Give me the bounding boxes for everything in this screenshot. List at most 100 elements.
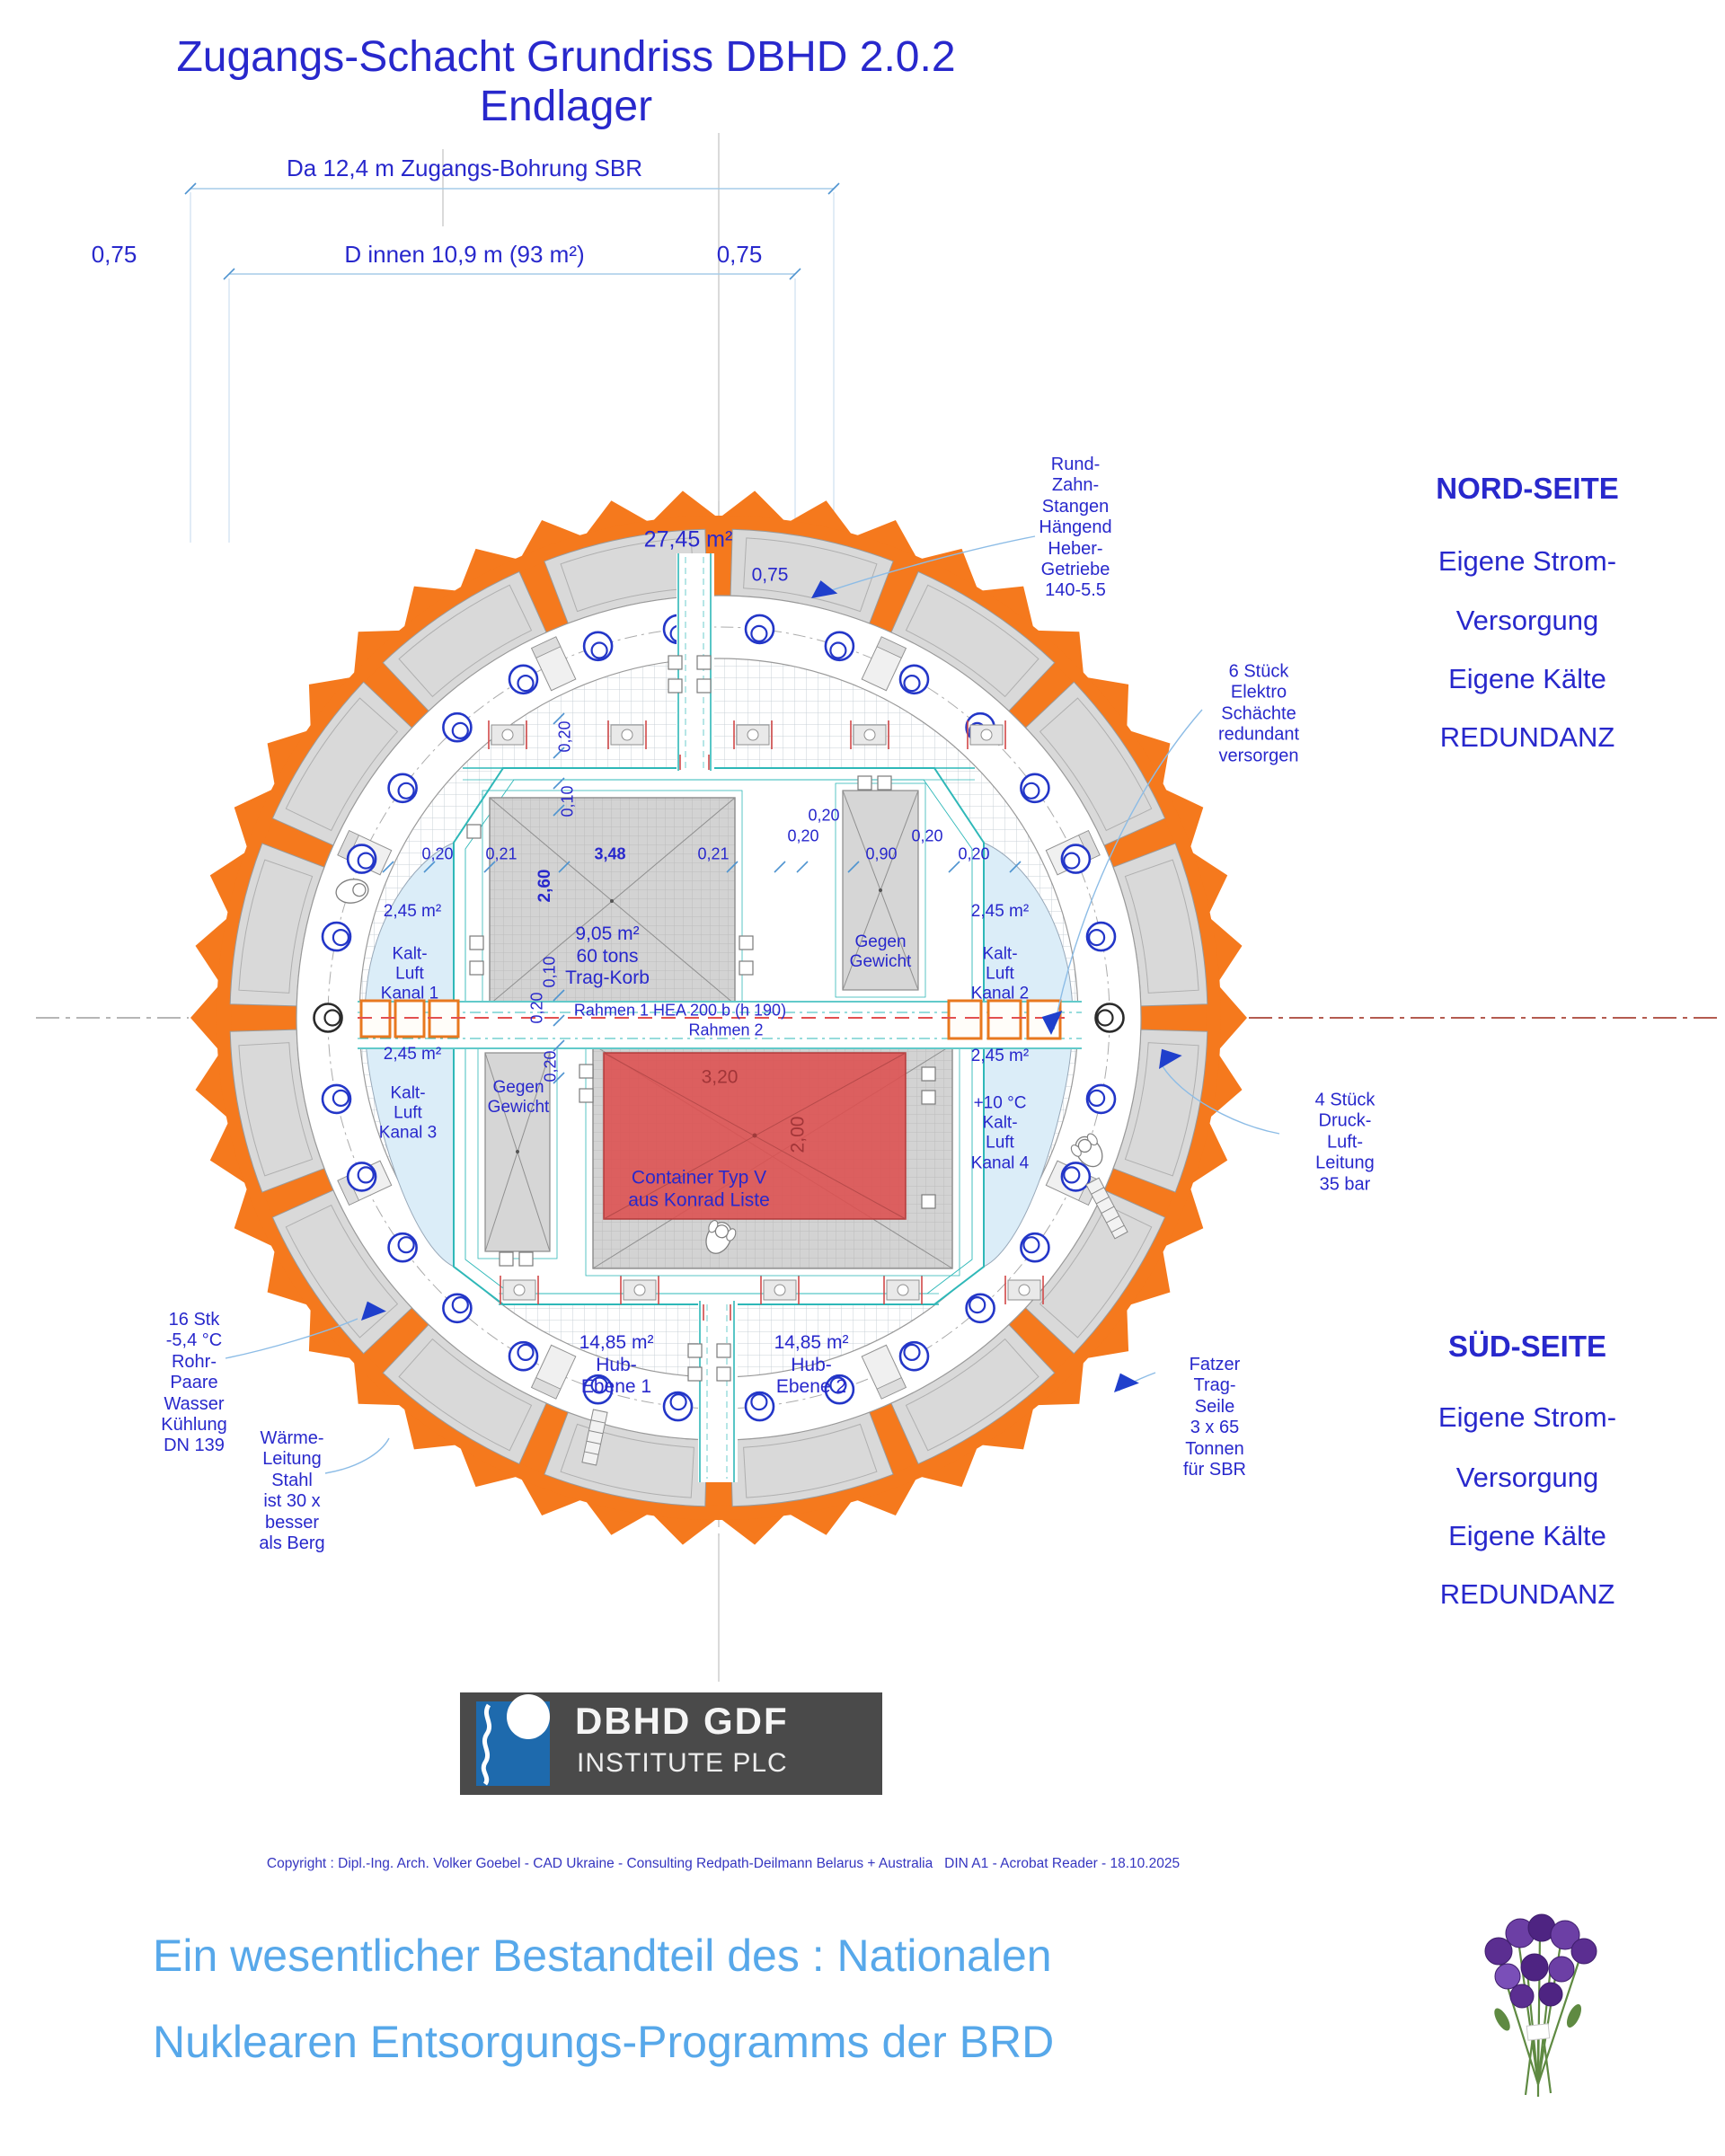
- dimension-ticks: [184, 182, 1022, 1084]
- ladder-icon: [581, 1409, 608, 1466]
- machinery-boxes: [477, 782, 960, 1277]
- dim-label: 0,20: [555, 720, 574, 753]
- floor-fixture: [733, 720, 773, 749]
- south-side-heading: SÜD-SEITE: [1447, 1330, 1607, 1363]
- logo-name: DBHD GDF: [575, 1700, 789, 1742]
- tragkorb: 9,05 m² 60 tons Trag-Korb: [565, 923, 650, 989]
- bracket-square: [668, 678, 683, 694]
- segment-lining-ring: [229, 528, 1208, 1507]
- dim-label: 0,21: [485, 844, 518, 863]
- bracket-square: [518, 1251, 534, 1267]
- bracket-square: [579, 1088, 594, 1103]
- bracket-square: [579, 1064, 594, 1079]
- dim-label: 0,20: [808, 806, 840, 825]
- footer-line-2: Nuklearen Entsorgungs-Programms der BRD: [153, 2017, 1055, 2067]
- dim-label: 0,20: [787, 826, 819, 845]
- kanal2-area: 2,45 m²: [970, 901, 1030, 921]
- ann-elektro: 6 Stück Elektro Schächte redundant verso…: [1217, 661, 1300, 766]
- north-side-heading: NORD-SEITE: [1436, 472, 1619, 505]
- south-line: Eigene Strom-: [1438, 1401, 1617, 1433]
- bracket-square: [499, 1251, 514, 1267]
- kaltluft-duct: [986, 999, 1022, 1040]
- floor-fixture: [607, 720, 647, 749]
- kanal4-area: 2,45 m²: [970, 1046, 1030, 1065]
- floor-fixture: [500, 1276, 539, 1304]
- north-line: Versorgung: [1455, 605, 1599, 636]
- south-line: Eigene Kälte: [1448, 1520, 1606, 1551]
- bracket-square: [857, 775, 872, 791]
- annotation-leaders: [225, 535, 1280, 1474]
- floor-fixture: [850, 720, 889, 749]
- bracket-square: [466, 824, 482, 839]
- dim-3-20: 3,20: [701, 1066, 739, 1088]
- area-27-45: 27,45 m²: [643, 526, 733, 552]
- dim-da-label: Da 12,4 m Zugangs-Bohrung SBR: [287, 155, 642, 181]
- bracket-square: [739, 960, 754, 976]
- floor-fixture: [488, 720, 527, 749]
- ring-fixture: [530, 1344, 577, 1400]
- dim-075-left: 0,75: [91, 241, 137, 268]
- bracket-square: [469, 960, 484, 976]
- ring-fixture: [861, 636, 907, 692]
- bracket-square: [921, 1066, 936, 1082]
- dim-label: 0,20: [541, 1050, 560, 1082]
- floor-fixture: [1004, 1276, 1044, 1304]
- ladder-icon: [1085, 1177, 1128, 1240]
- dim-label: 0,21: [697, 844, 730, 863]
- kanal3: Kalt- Luft Kanal 3: [378, 1083, 438, 1144]
- ann-druckluft: 4 Stück Druck- Luft- Leitung 35 bar: [1314, 1090, 1376, 1195]
- person-icon: [352, 882, 367, 897]
- ann-rundzahn: Rund- Zahn- Stangen Hängend Heber- Getri…: [1039, 455, 1112, 601]
- dim-label: 2,60: [535, 869, 554, 903]
- bracket-square: [687, 1343, 703, 1358]
- south-line: REDUNDANZ: [1439, 1578, 1615, 1610]
- north-line: Eigene Kälte: [1448, 663, 1606, 694]
- floor-fixtures: [488, 720, 1044, 1304]
- dim-label: 3,48: [594, 844, 626, 863]
- north-line: REDUNDANZ: [1439, 721, 1615, 753]
- ann-waermeleitung: Wärme- Leitung Stahl ist 30 x besser als…: [259, 1427, 325, 1553]
- dim-label: 0,20: [958, 844, 990, 863]
- south-line: Versorgung: [1455, 1462, 1599, 1493]
- floor-fixture: [760, 1276, 800, 1304]
- people-and-ladders: [335, 879, 1128, 1466]
- bracket-square: [668, 655, 683, 670]
- ann-rohrpaare: 16 Stk -5,4 °C Rohr- Paare Wasser Kühlun…: [161, 1310, 227, 1456]
- dim-label: 0,20: [911, 826, 943, 845]
- floor-fixture: [967, 720, 1006, 749]
- dim-label: 0,20: [527, 992, 546, 1024]
- dim-label: 0,90: [865, 844, 898, 863]
- dim-ring-075: 0,75: [751, 564, 789, 586]
- floor-fixture: [883, 1276, 923, 1304]
- logo-wave-icon: [481, 1703, 492, 1786]
- gegengewicht-left: Gegen Gewicht: [487, 1077, 550, 1117]
- kanal3-area: 2,45 m²: [383, 1044, 442, 1064]
- bottom-corridor: [698, 1301, 738, 1482]
- person-icon: [1077, 1138, 1092, 1153]
- rahmen-band: [358, 999, 1082, 1049]
- hub-ebene-2: 14,85 m² Hub- Ebene 2: [774, 1332, 849, 1398]
- logo-subtitle: INSTITUTE PLC: [577, 1748, 788, 1778]
- hub-ebene-1: 14,85 m² Hub- Ebene 1: [579, 1332, 654, 1398]
- bracket-square: [687, 1366, 703, 1382]
- bracket-square: [696, 678, 712, 694]
- dim-label: 0,10: [540, 956, 559, 988]
- dim-075-right: 0,75: [716, 241, 763, 268]
- bracket-square: [921, 1194, 936, 1209]
- bracket-square: [739, 935, 754, 950]
- corner-brackets: [466, 655, 936, 1382]
- ring-fixture: [861, 1344, 907, 1400]
- bracket-square: [716, 1343, 731, 1358]
- kanal1: Kalt- Luft Kanal 1: [380, 944, 439, 1004]
- rahmen2: Rahmen 2: [688, 1021, 764, 1039]
- dim-label: 0,20: [421, 844, 454, 863]
- rahmen1: Rahmen 1 HEA 200 b (h 190): [573, 1001, 787, 1020]
- gegengewicht-right: Gegen Gewicht: [849, 932, 912, 971]
- person-icon: [714, 1224, 730, 1239]
- page-title: Zugangs-Schacht Grundriss DBHD 2.0.2 End…: [176, 33, 956, 130]
- bracket-square: [716, 1366, 731, 1382]
- bracket-square: [469, 935, 484, 950]
- copyright-line: Copyright : Dipl.-Ing. Arch. Volker Goeb…: [266, 1856, 1181, 1871]
